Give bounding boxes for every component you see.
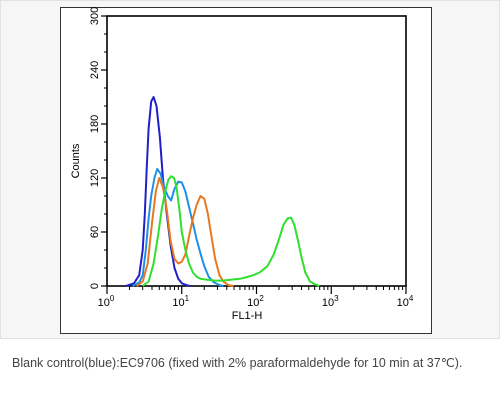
x-axis: 100 101 102 103 104	[98, 286, 414, 309]
y-axis-label: Counts	[70, 143, 82, 178]
figure-panel: 100 101 102 103 104 0 60 120 180 240 300 FL1-H Co…	[0, 0, 500, 339]
x-tick-label: 100	[98, 294, 115, 309]
y-tick-label: 120	[89, 169, 101, 187]
y-axis: 0 60 120 180 240 300	[89, 7, 107, 289]
y-tick-label: 180	[89, 115, 101, 133]
x-axis-label: FL1-H	[232, 310, 263, 322]
series-line-0	[125, 96, 191, 287]
x-tick-label: 101	[172, 294, 189, 309]
series-line-2	[136, 177, 235, 287]
x-tick-label: 104	[397, 294, 414, 309]
y-tick-label: 0	[89, 283, 101, 289]
y-tick-label: 300	[89, 7, 101, 25]
y-tick-label: 60	[89, 226, 101, 238]
x-tick-label: 103	[322, 294, 339, 309]
plot-area	[106, 15, 407, 287]
series-layer	[125, 96, 321, 287]
x-tick-label: 102	[247, 294, 264, 309]
series-line-3	[142, 175, 321, 287]
caption-area: Blank control(blue):EC9706 (fixed with 2…	[0, 339, 502, 409]
figure-caption: Blank control(blue):EC9706 (fixed with 2…	[12, 356, 463, 370]
series-line-1	[132, 168, 224, 287]
histogram-chart: 100 101 102 103 104 0 60 120 180 240 300 FL1-H Co…	[70, 7, 414, 322]
y-tick-label: 240	[89, 61, 101, 79]
